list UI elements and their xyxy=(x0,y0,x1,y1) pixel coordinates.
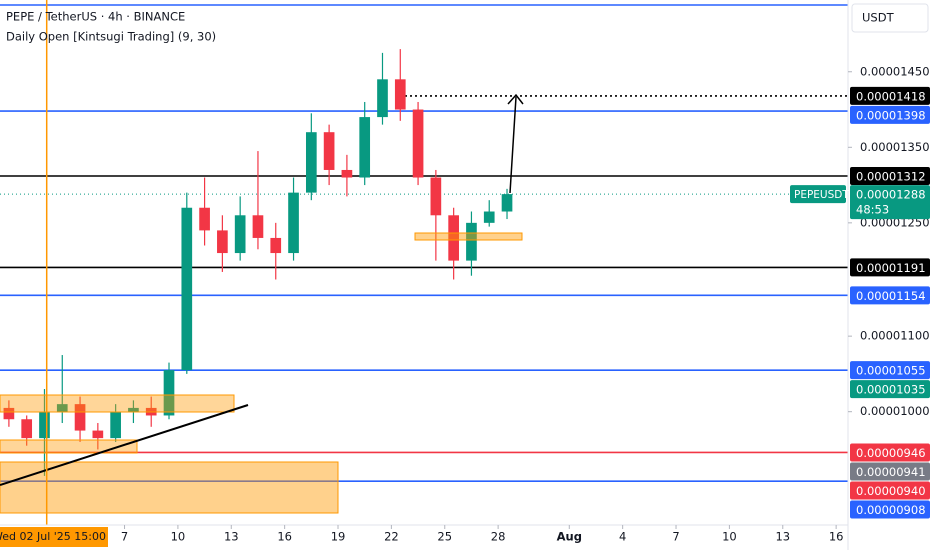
candle-body xyxy=(501,194,513,212)
candle-body xyxy=(252,215,264,238)
price-label-box xyxy=(850,258,930,277)
candle-body xyxy=(323,132,335,170)
candle-body xyxy=(394,79,406,110)
price-label: 0.00001191 xyxy=(856,261,926,275)
price-label: 0.00001398 xyxy=(856,108,926,122)
last-price-box xyxy=(850,185,930,220)
candle-body xyxy=(430,177,442,216)
candle-body xyxy=(163,370,175,416)
price-label: 0.00001418 xyxy=(856,89,926,103)
x-tick-label: 16 xyxy=(277,530,292,544)
candle-body xyxy=(56,404,68,412)
price-label-box xyxy=(850,286,930,305)
candle-body xyxy=(21,419,33,439)
zone xyxy=(414,232,523,241)
x-tick-label: 10 xyxy=(722,530,737,544)
candle-body xyxy=(110,411,121,439)
x-tick-label: 13 xyxy=(775,530,790,544)
candle-body xyxy=(234,215,246,254)
candle-body xyxy=(412,109,424,178)
x-tick-label: 25 xyxy=(437,530,452,544)
price-label-box xyxy=(850,481,930,500)
price-label: 0.00001035 xyxy=(856,383,926,397)
symbol-box xyxy=(790,185,846,204)
price-label-box xyxy=(850,86,930,105)
x-tick-label: 7 xyxy=(121,530,128,544)
x-tick-label: 19 xyxy=(331,530,346,544)
candle-body xyxy=(39,411,50,439)
price-label-box xyxy=(850,105,930,124)
price-label: 0.00001055 xyxy=(856,364,926,378)
price-label: 0.00000908 xyxy=(856,503,926,517)
candle-body xyxy=(288,192,299,254)
zone xyxy=(0,394,235,413)
candle-body xyxy=(270,237,282,254)
candles xyxy=(3,49,513,476)
candle-body xyxy=(3,407,15,420)
x-tick-label: 7 xyxy=(672,530,679,544)
candle-body xyxy=(199,207,210,231)
candle-body xyxy=(217,230,228,254)
y-tick-label: 0.00001350 xyxy=(860,140,930,154)
x-tick-label: 22 xyxy=(384,530,399,544)
arrow-head xyxy=(507,93,524,105)
x-tick-label: 16 xyxy=(829,530,844,544)
x-tick-label: Aug xyxy=(557,530,582,544)
price-label-box xyxy=(850,500,930,519)
candle-body xyxy=(128,407,139,412)
price-label: 0.00000941 xyxy=(856,465,926,479)
x-tick-label: 10 xyxy=(171,530,186,544)
y-tick-label: 0.00001450 xyxy=(860,64,930,78)
price-label-box xyxy=(850,380,930,399)
countdown: 48:53 xyxy=(856,203,889,217)
crosshair-label: Wed 02 Jul '25 15:00 xyxy=(0,530,106,543)
currency: USDT xyxy=(862,11,895,25)
candle-body xyxy=(466,222,477,261)
zone xyxy=(0,461,339,514)
y-tick-label: 0.00001000 xyxy=(860,404,930,418)
price-label: 0.00001312 xyxy=(856,170,926,184)
candle-body xyxy=(341,169,353,178)
candle-body xyxy=(92,430,104,439)
indicator-name: Daily Open [Kintsugi Trading] (9, 30) xyxy=(6,30,216,44)
candle-body xyxy=(377,79,388,118)
x-tick-label: 28 xyxy=(491,530,506,544)
candle-body xyxy=(448,215,459,261)
price-label: 0.00001154 xyxy=(856,289,926,303)
candle-body xyxy=(74,404,86,431)
levels xyxy=(0,95,848,482)
x-tick-label: 4 xyxy=(619,530,626,544)
plot-area xyxy=(0,0,848,525)
crosshair-box xyxy=(0,527,108,547)
price-label-box xyxy=(850,443,930,462)
candle-body xyxy=(483,211,495,223)
x-tick-label: 13 xyxy=(224,530,239,544)
candle-body xyxy=(359,117,371,178)
price-label-box xyxy=(850,167,930,186)
axes: 0.000010000.000011000.000012500.00001350… xyxy=(0,64,930,547)
symbol-label: PEPEUSDT xyxy=(794,189,849,201)
arrow xyxy=(509,96,517,194)
trend-line xyxy=(0,404,249,486)
candle-body xyxy=(305,132,317,193)
last-price-label: 0.00001288 xyxy=(856,188,926,202)
candle-body xyxy=(181,207,193,371)
currency-box xyxy=(851,3,929,33)
price-label-box xyxy=(850,361,930,380)
price-label: 0.00000946 xyxy=(856,446,926,460)
chart-title: PEPE / TetherUS · 4h · BINANCE xyxy=(6,10,185,24)
zone xyxy=(0,439,138,454)
price-label: 0.00000940 xyxy=(856,484,926,498)
price-label-box xyxy=(850,462,930,481)
y-tick-label: 0.00001100 xyxy=(860,329,930,343)
